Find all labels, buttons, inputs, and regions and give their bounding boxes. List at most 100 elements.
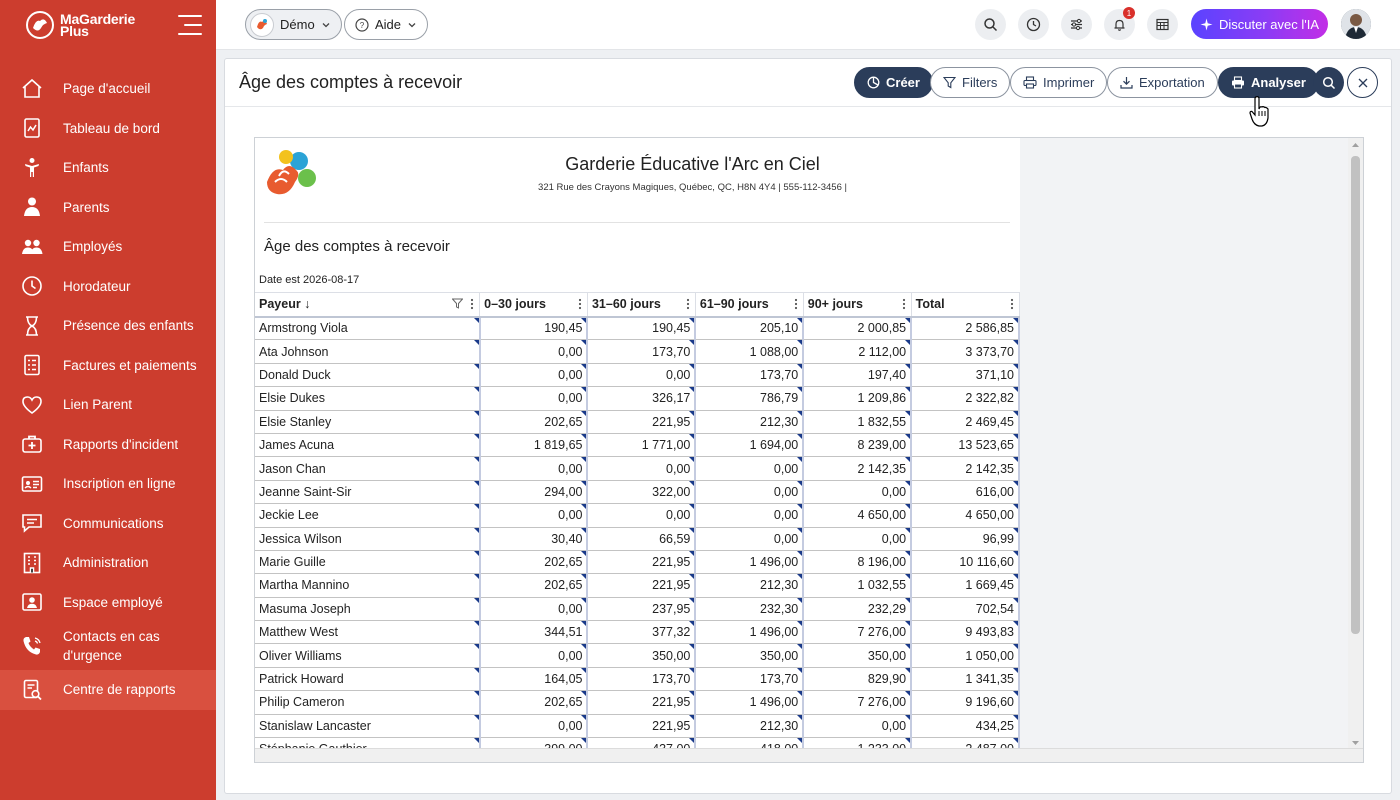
sidebar-item-phone[interactable]: Contacts en cas d'urgence [0, 622, 216, 670]
scroll-down-icon[interactable] [1351, 739, 1360, 747]
column-menu-icon[interactable] [794, 298, 798, 313]
column-header[interactable]: 0–30 jours [479, 292, 588, 318]
payer-cell: Jessica Wilson [255, 527, 481, 551]
sidebar-item-home[interactable]: Page d'accueil [0, 69, 216, 109]
filters-button[interactable]: Filters [930, 67, 1011, 98]
sidebar-item-report[interactable]: Centre de rapports [0, 670, 216, 710]
amount-cell: 326,17 [587, 386, 697, 411]
column-header[interactable]: 31–60 jours [587, 292, 696, 318]
sidebar-item-first-aid[interactable]: Rapports d'incident [0, 425, 216, 465]
scroll-up-icon[interactable] [1351, 141, 1360, 149]
pie-chart-icon [867, 76, 880, 89]
amount-cell: 221,95 [587, 690, 697, 715]
table-row[interactable]: Matthew West 344,51 377,32 1 496,00 7 276,00… [255, 620, 1020, 645]
print-label: Imprimer [1043, 75, 1095, 90]
payer-cell: Marie Guille [255, 550, 481, 575]
scrollbar-thumb[interactable] [1351, 156, 1360, 634]
report-date: Date est 2026-08-17 [259, 274, 360, 286]
table-row[interactable]: Stéphanie Gauthier 399,00 437,00 418,00 1 23… [255, 737, 1020, 750]
sidebar-item-chat[interactable]: Communications [0, 504, 216, 544]
print-button[interactable]: Imprimer [1010, 67, 1108, 98]
settings-button[interactable] [1061, 9, 1092, 40]
table-row[interactable]: Jeanne Saint-Sir 294,00 322,00 0,00 0,00 616,… [255, 480, 1020, 505]
export-button[interactable]: Exportation [1107, 67, 1218, 98]
payer-cell: Philip Cameron [255, 690, 481, 715]
table-row[interactable]: Donald Duck 0,00 0,00 173,70 197,40 371,10 [255, 363, 1020, 388]
sidebar-item-parent[interactable]: Parents [0, 188, 216, 228]
amount-cell: 1 496,00 [695, 690, 805, 715]
table-row[interactable]: Oliver Williams 0,00 350,00 350,00 350,00 1 0… [255, 643, 1020, 668]
sidebar-item-id-card[interactable]: Inscription en ligne [0, 464, 216, 504]
sidebar-item-hourglass[interactable]: Présence des enfants [0, 306, 216, 346]
column-menu-icon[interactable] [902, 298, 906, 313]
create-button[interactable]: Créer [854, 67, 933, 98]
amount-cell: 616,00 [911, 480, 1020, 505]
column-menu-icon[interactable] [1010, 298, 1014, 313]
table-row[interactable]: Elsie Dukes 0,00 326,17 786,79 1 209,86 2 322… [255, 386, 1020, 411]
amount-cell: 9 196,60 [911, 690, 1020, 715]
table-row[interactable]: Stanislaw Lancaster 0,00 221,95 212,30 0,00 4… [255, 714, 1020, 739]
sidebar-item-label: Enfants [63, 160, 109, 176]
table-row[interactable]: James Acuna 1 819,65 1 771,00 1 694,00 8 239… [255, 433, 1020, 458]
amount-cell: 8 196,00 [803, 550, 913, 575]
column-menu-icon[interactable] [578, 298, 582, 313]
sidebar-item-employees[interactable]: Employés [0, 227, 216, 267]
table-row[interactable]: Philip Cameron 202,65 221,95 1 496,00 7 276,… [255, 690, 1020, 715]
sidebar-item-label: Communications [63, 515, 164, 531]
table-row[interactable]: Jason Chan 0,00 0,00 0,00 2 142,35 2 142,35 [255, 456, 1020, 481]
sidebar-item-invoice[interactable]: Factures et paiements [0, 346, 216, 386]
sidebar-item-employee-badge[interactable]: Espace employé [0, 583, 216, 623]
search-button[interactable] [975, 9, 1006, 40]
vertical-scrollbar[interactable] [1348, 138, 1363, 750]
column-header[interactable]: Total [911, 292, 1020, 318]
app-logo[interactable]: MaGarderie Plus [26, 11, 135, 39]
amount-cell: 1 771,00 [587, 433, 697, 458]
amount-cell: 232,29 [803, 597, 913, 622]
calculator-button[interactable] [1147, 9, 1178, 40]
column-header[interactable]: 90+ jours [803, 292, 912, 318]
payer-cell: Stéphanie Gauthier [255, 737, 481, 750]
demo-switcher[interactable]: Démo [245, 9, 342, 40]
table-row[interactable]: Jeckie Lee 0,00 0,00 0,00 4 650,00 4 650,00 [255, 503, 1020, 528]
notifications-button[interactable]: 1 [1104, 7, 1135, 40]
help-menu[interactable]: ? Aide [344, 9, 429, 40]
table-row[interactable]: Jessica Wilson 30,40 66,59 0,00 0,00 96,99 [255, 527, 1020, 551]
amount-cell: 8 239,00 [803, 433, 913, 458]
ai-chat-button[interactable]: Discuter avec l'IA [1191, 9, 1328, 39]
sidebar-item-label: Factures et paiements [63, 357, 197, 373]
table-row[interactable]: Masuma Joseph 0,00 237,95 232,30 232,29 702,5… [255, 597, 1020, 622]
page-title: Âge des comptes à recevoir [239, 72, 463, 92]
sidebar-item-building[interactable]: Administration [0, 543, 216, 583]
user-avatar[interactable] [1341, 9, 1371, 39]
table-row[interactable]: Ata Johnson 0,00 173,70 1 088,00 2 112,00 3 3… [255, 339, 1020, 364]
column-menu-icon[interactable] [686, 298, 690, 313]
amount-cell: 371,10 [911, 363, 1020, 388]
sidebar-item-clock[interactable]: Horodateur [0, 267, 216, 307]
payer-cell: Elsie Dukes [255, 386, 481, 411]
report-viewer[interactable]: Garderie Éducative l'Arc en Ciel 321 Rue… [254, 137, 1364, 763]
close-button[interactable] [1347, 67, 1378, 98]
table-row[interactable]: Armstrong Viola 190,45 190,45 205,10 2 000,8… [255, 316, 1020, 341]
column-menu-icon[interactable] [470, 298, 474, 313]
sidebar-item-dashboard[interactable]: Tableau de bord [0, 109, 216, 149]
table-row[interactable]: Marie Guille 202,65 221,95 1 496,00 8 196,00… [255, 550, 1020, 575]
payer-cell: Martha Mannino [255, 573, 481, 598]
amount-cell: 0,00 [695, 503, 805, 528]
amount-cell: 66,59 [587, 527, 697, 551]
table-row[interactable]: Martha Mannino 202,65 221,95 212,30 1 032,55… [255, 573, 1020, 598]
history-button[interactable] [1018, 9, 1049, 40]
menu-toggle-icon[interactable] [176, 15, 202, 35]
panel-search-button[interactable] [1313, 67, 1344, 98]
filter-icon[interactable] [451, 298, 464, 312]
table-row[interactable]: Patrick Howard 164,05 173,70 173,70 829,90 1 … [255, 667, 1020, 692]
analyze-button[interactable]: Analyser [1218, 67, 1319, 98]
payer-cell: Patrick Howard [255, 667, 481, 692]
column-header[interactable]: 61–90 jours [695, 292, 804, 318]
horizontal-scrollbar[interactable] [255, 748, 1363, 762]
column-header[interactable]: Payeur ↓ [255, 292, 481, 318]
sidebar-item-heart[interactable]: Lien Parent [0, 385, 216, 425]
report-title: Âge des comptes à recevoir [264, 238, 450, 255]
table-row[interactable]: Elsie Stanley 202,65 221,95 212,30 1 832,55 2… [255, 410, 1020, 434]
sidebar-item-child[interactable]: Enfants [0, 148, 216, 188]
payer-cell: Stanislaw Lancaster [255, 714, 481, 739]
